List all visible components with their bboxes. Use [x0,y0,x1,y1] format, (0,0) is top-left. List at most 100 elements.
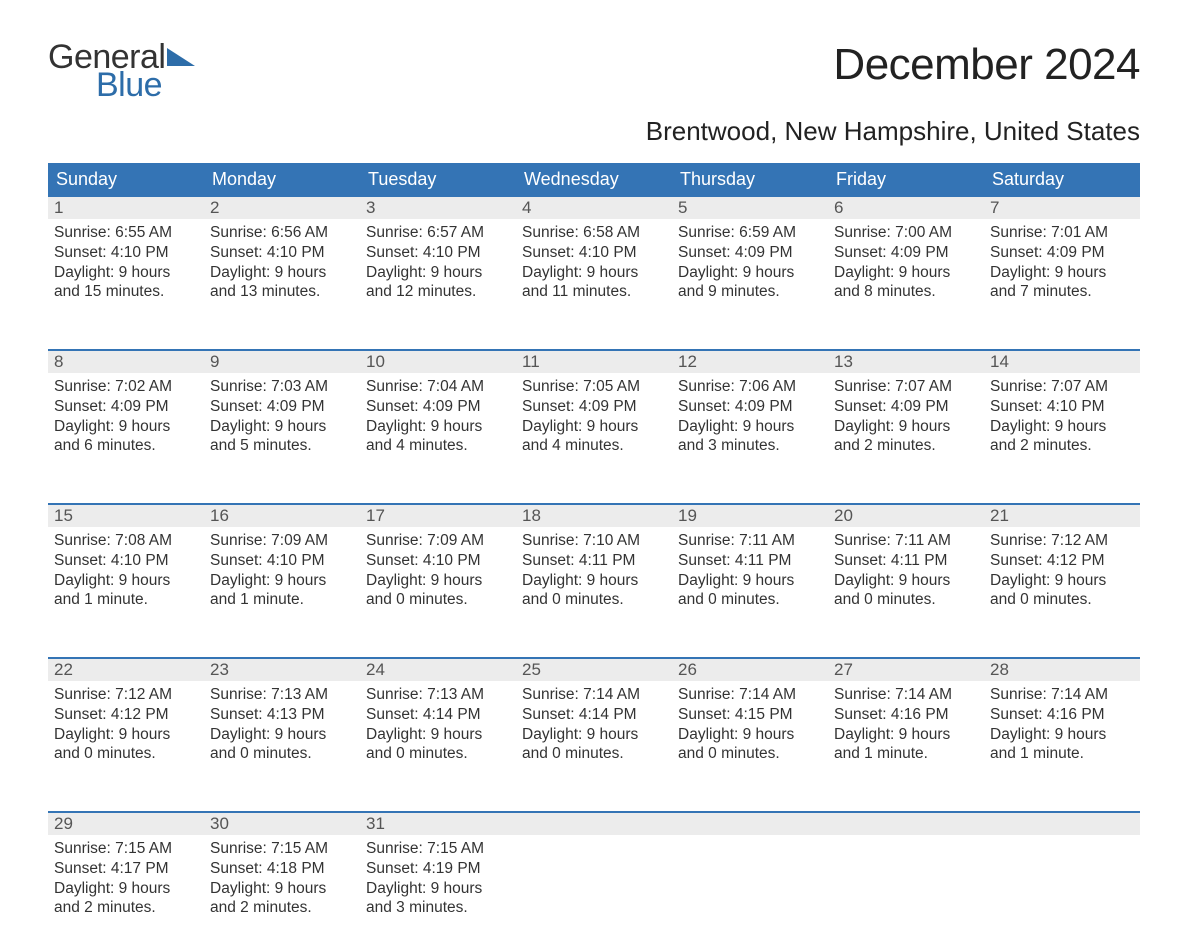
calendar-cell: Sunrise: 7:08 AMSunset: 4:10 PMDaylight:… [48,527,204,635]
calendar-cell [672,835,828,943]
day-number: 25 [516,659,672,681]
daylight-text: and 3 minutes. [366,898,510,918]
calendar-cell: Sunrise: 7:11 AMSunset: 4:11 PMDaylight:… [828,527,984,635]
daylight-text: Daylight: 9 hours [522,417,666,437]
sunset-text: Sunset: 4:15 PM [678,705,822,725]
day-number: 5 [672,197,828,219]
sunset-text: Sunset: 4:17 PM [54,859,198,879]
day-number: 23 [204,659,360,681]
sunrise-text: Sunrise: 6:56 AM [210,223,354,243]
sunrise-text: Sunrise: 7:14 AM [990,685,1134,705]
calendar-cell: Sunrise: 7:13 AMSunset: 4:13 PMDaylight:… [204,681,360,789]
daylight-text: and 0 minutes. [522,744,666,764]
day-header: Thursday [672,163,828,197]
sunrise-text: Sunrise: 7:14 AM [678,685,822,705]
daylight-text: Daylight: 9 hours [54,571,198,591]
sunset-text: Sunset: 4:11 PM [678,551,822,571]
sunrise-text: Sunrise: 7:07 AM [834,377,978,397]
sunset-text: Sunset: 4:16 PM [834,705,978,725]
sunset-text: Sunset: 4:11 PM [834,551,978,571]
daynum-strip: 22232425262728 [48,659,1140,681]
sunrise-text: Sunrise: 6:58 AM [522,223,666,243]
sunset-text: Sunset: 4:09 PM [834,397,978,417]
day-number: 15 [48,505,204,527]
daylight-text: Daylight: 9 hours [990,571,1134,591]
calendar-cell: Sunrise: 7:12 AMSunset: 4:12 PMDaylight:… [48,681,204,789]
daylight-text: and 0 minutes. [522,590,666,610]
calendar-cell: Sunrise: 7:09 AMSunset: 4:10 PMDaylight:… [360,527,516,635]
sunset-text: Sunset: 4:12 PM [990,551,1134,571]
sunrise-text: Sunrise: 7:04 AM [366,377,510,397]
calendar-cell: Sunrise: 7:04 AMSunset: 4:09 PMDaylight:… [360,373,516,481]
sunrise-text: Sunrise: 7:08 AM [54,531,198,551]
sunrise-text: Sunrise: 7:09 AM [210,531,354,551]
calendar-cell: Sunrise: 7:15 AMSunset: 4:17 PMDaylight:… [48,835,204,943]
day-number: 19 [672,505,828,527]
day-number: 21 [984,505,1140,527]
daylight-text: and 12 minutes. [366,282,510,302]
day-number [672,813,828,835]
calendar-cell: Sunrise: 7:06 AMSunset: 4:09 PMDaylight:… [672,373,828,481]
calendar-cell: Sunrise: 6:58 AMSunset: 4:10 PMDaylight:… [516,219,672,327]
day-number: 7 [984,197,1140,219]
daylight-text: and 13 minutes. [210,282,354,302]
day-number: 20 [828,505,984,527]
daylight-text: and 0 minutes. [678,590,822,610]
sunrise-text: Sunrise: 7:05 AM [522,377,666,397]
daylight-text: and 1 minute. [990,744,1134,764]
day-number: 11 [516,351,672,373]
daylight-text: Daylight: 9 hours [366,263,510,283]
sunrise-text: Sunrise: 7:15 AM [54,839,198,859]
calendar-cell: Sunrise: 7:07 AMSunset: 4:10 PMDaylight:… [984,373,1140,481]
day-header: Sunday [48,163,204,197]
sunrise-text: Sunrise: 7:07 AM [990,377,1134,397]
sunrise-text: Sunrise: 7:06 AM [678,377,822,397]
daylight-text: and 0 minutes. [366,744,510,764]
daylight-text: Daylight: 9 hours [678,263,822,283]
sunrise-text: Sunrise: 7:12 AM [54,685,198,705]
sunrise-text: Sunrise: 7:01 AM [990,223,1134,243]
daylight-text: and 7 minutes. [990,282,1134,302]
calendar-cell: Sunrise: 6:57 AMSunset: 4:10 PMDaylight:… [360,219,516,327]
daylight-text: Daylight: 9 hours [522,725,666,745]
sunset-text: Sunset: 4:09 PM [522,397,666,417]
day-number: 2 [204,197,360,219]
day-number: 31 [360,813,516,835]
sunrise-text: Sunrise: 7:11 AM [834,531,978,551]
day-number [984,813,1140,835]
logo-text-blue: Blue [96,68,195,102]
day-header: Wednesday [516,163,672,197]
daylight-text: and 0 minutes. [990,590,1134,610]
daylight-text: Daylight: 9 hours [990,725,1134,745]
day-number: 16 [204,505,360,527]
sunrise-text: Sunrise: 7:09 AM [366,531,510,551]
day-number: 4 [516,197,672,219]
daynum-strip: 293031 [48,813,1140,835]
sunset-text: Sunset: 4:11 PM [522,551,666,571]
calendar-cell: Sunrise: 7:13 AMSunset: 4:14 PMDaylight:… [360,681,516,789]
sunrise-text: Sunrise: 7:14 AM [834,685,978,705]
sunset-text: Sunset: 4:19 PM [366,859,510,879]
sunrise-text: Sunrise: 7:11 AM [678,531,822,551]
day-header-row: SundayMondayTuesdayWednesdayThursdayFrid… [48,163,1140,197]
day-header: Saturday [984,163,1140,197]
page-title: December 2024 [833,40,1140,90]
calendar-table: SundayMondayTuesdayWednesdayThursdayFrid… [48,163,1140,943]
calendar-cell: Sunrise: 7:00 AMSunset: 4:09 PMDaylight:… [828,219,984,327]
daylight-text: and 2 minutes. [834,436,978,456]
daylight-text: and 0 minutes. [366,590,510,610]
sunrise-text: Sunrise: 7:15 AM [366,839,510,859]
daynum-strip: 891011121314 [48,351,1140,373]
daylight-text: and 8 minutes. [834,282,978,302]
sunset-text: Sunset: 4:09 PM [990,243,1134,263]
sunset-text: Sunset: 4:10 PM [522,243,666,263]
sunset-text: Sunset: 4:10 PM [54,243,198,263]
day-number: 30 [204,813,360,835]
daylight-text: Daylight: 9 hours [210,571,354,591]
sunrise-text: Sunrise: 6:59 AM [678,223,822,243]
sunset-text: Sunset: 4:13 PM [210,705,354,725]
sunset-text: Sunset: 4:14 PM [366,705,510,725]
sunset-text: Sunset: 4:16 PM [990,705,1134,725]
calendar-cell: Sunrise: 7:02 AMSunset: 4:09 PMDaylight:… [48,373,204,481]
sunrise-text: Sunrise: 7:02 AM [54,377,198,397]
